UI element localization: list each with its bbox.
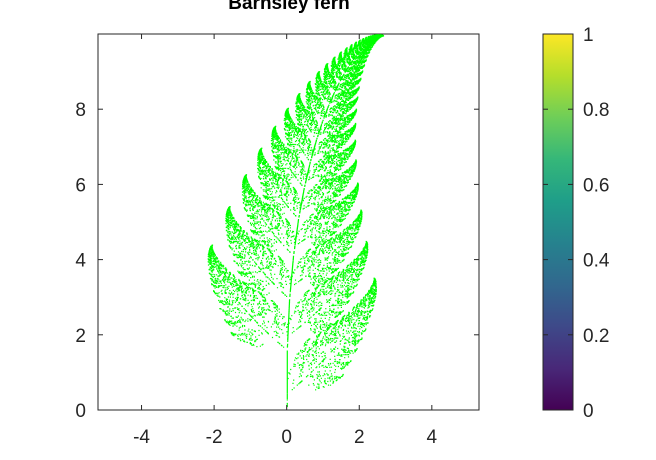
x-tick-label: 4 [427, 427, 438, 448]
colorbar-ticks: 0 0.2 0.4 0.6 0.8 1 [543, 25, 610, 422]
fern-points [207, 34, 385, 408]
colorbar-tick-label: 1 [583, 25, 594, 46]
colorbar-tick-label: 0.4 [583, 251, 610, 272]
y-tick-label: 6 [75, 175, 86, 196]
colorbar-tick-label: 0.6 [583, 175, 609, 196]
x-tick-label: 0 [281, 427, 292, 448]
fern-point-cloud [207, 34, 385, 408]
chart-title: Barnsley fern [228, 0, 349, 14]
x-axis-ticks: -4 -2 0 2 4 [133, 34, 438, 448]
y-tick-label: 0 [75, 401, 86, 422]
x-tick-label: -2 [206, 427, 223, 448]
x-tick-label: -4 [133, 427, 150, 448]
y-tick-label: 4 [75, 251, 86, 272]
colorbar-tick-label: 0 [583, 401, 594, 422]
y-tick-label: 8 [75, 100, 86, 121]
colorbar: 0 0.2 0.4 0.6 0.8 1 [542, 25, 610, 422]
x-tick-label: 2 [354, 427, 365, 448]
colorbar-tick-label: 0.8 [583, 100, 609, 121]
y-axis-ticks: 0 2 4 6 8 [75, 100, 479, 422]
plot-area: -4 -2 0 2 4 0 2 4 6 8 [75, 33, 480, 448]
colorbar-tick-label: 0.2 [583, 326, 609, 347]
colorbar-gradient [542, 33, 574, 411]
y-tick-label: 2 [75, 326, 86, 347]
